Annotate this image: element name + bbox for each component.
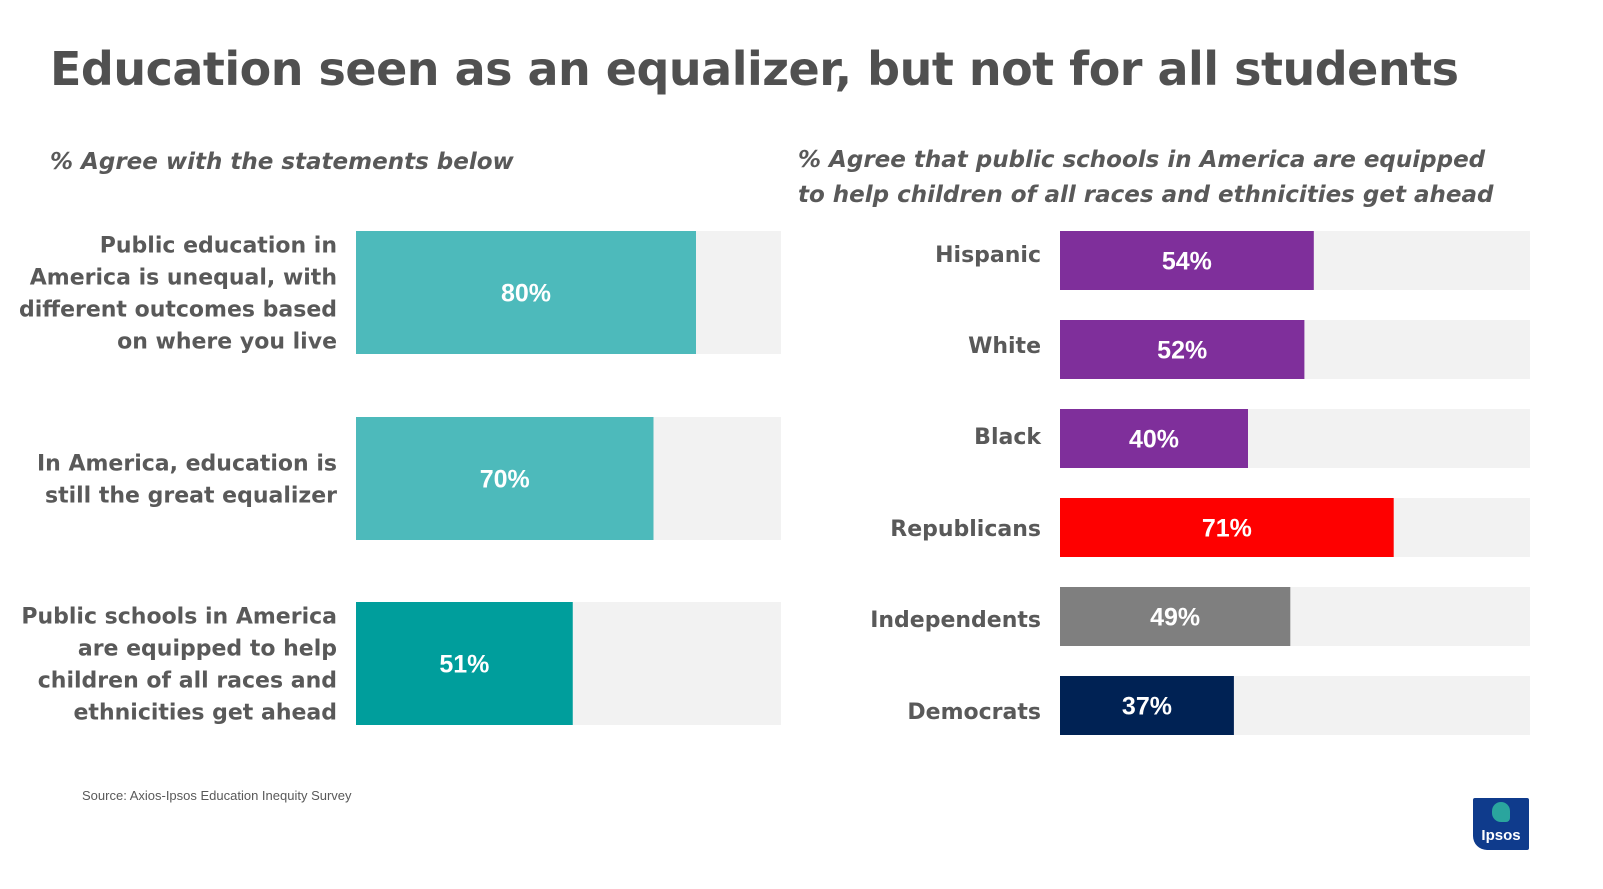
right-category-label-1: White bbox=[968, 334, 1041, 359]
left-bar-1 bbox=[356, 417, 654, 540]
right-bar-value-label-3: 71% bbox=[1202, 515, 1252, 543]
left-category-label-2: Public schools in America are equipped to… bbox=[21, 605, 337, 726]
left-bar-0 bbox=[356, 231, 696, 354]
right-bar-value-label-5: 37% bbox=[1122, 693, 1172, 721]
right-bar-0 bbox=[1060, 231, 1314, 290]
right-category-label-5: Democrats bbox=[907, 700, 1041, 725]
right-bar-3 bbox=[1060, 498, 1394, 557]
right-bar-4 bbox=[1060, 587, 1291, 646]
source-note: Source: Axios-Ipsos Education Inequity S… bbox=[82, 788, 352, 803]
left-chart-subtitle: % Agree with the statements below bbox=[50, 149, 514, 175]
right-bar-value-label-2: 40% bbox=[1129, 426, 1179, 454]
left-category-label-0: Public education in America is unequal, w… bbox=[19, 234, 337, 355]
right-category-label-4: Independents bbox=[870, 608, 1041, 633]
ipsos-logo: Ipsos bbox=[1473, 798, 1529, 850]
left-bar-chart: 80% Public education in America is unequal… bbox=[19, 231, 781, 726]
right-bar-value-label-0: 54% bbox=[1162, 248, 1212, 276]
left-bar-value-label-0: 80% bbox=[501, 280, 551, 308]
logo-mark-icon bbox=[1492, 802, 1510, 822]
left-bar-2 bbox=[356, 602, 573, 725]
right-bar-5 bbox=[1060, 676, 1234, 735]
left-bar-value-label-1: 70% bbox=[480, 466, 530, 494]
right-bar-chart: 54% Hispanic 52% White 40% Black 71% Republican… bbox=[870, 231, 1530, 735]
right-category-label-2: Black bbox=[974, 425, 1042, 450]
right-bar-value-label-1: 52% bbox=[1157, 337, 1207, 365]
page-title: Education seen as an equalizer, but not … bbox=[50, 42, 1459, 96]
right-bar-value-label-4: 49% bbox=[1150, 604, 1200, 632]
right-chart-subtitle: % Agree that public schools in America a… bbox=[798, 147, 1494, 208]
left-category-label-1: In America, education is still the great … bbox=[37, 452, 337, 509]
right-category-label-3: Republicans bbox=[890, 517, 1041, 542]
logo-text: Ipsos bbox=[1481, 827, 1521, 844]
right-category-label-0: Hispanic bbox=[935, 243, 1041, 268]
right-bar-1 bbox=[1060, 320, 1305, 379]
left-bar-value-label-2: 51% bbox=[439, 651, 489, 679]
right-bar-2 bbox=[1060, 409, 1248, 468]
